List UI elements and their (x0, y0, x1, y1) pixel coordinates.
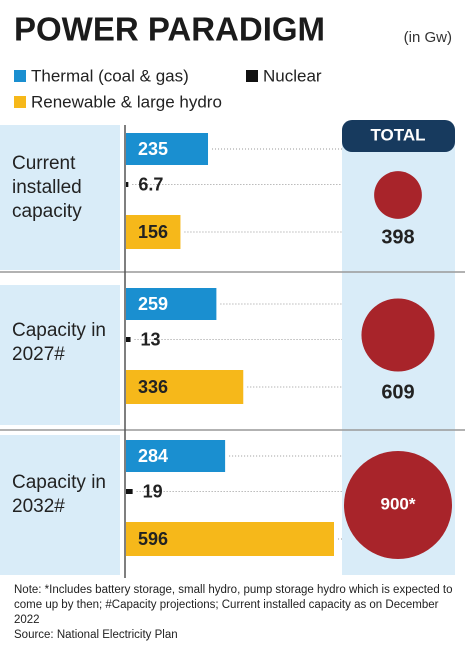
total-label: 398 (381, 226, 414, 248)
bar (126, 337, 131, 342)
legend-label: Nuclear (263, 66, 322, 85)
total-circle (361, 298, 435, 372)
data-label: 336 (138, 377, 168, 397)
data-label: 156 (138, 222, 168, 242)
legend-label: Thermal (coal & gas) (31, 66, 189, 85)
bar (126, 489, 133, 494)
legend-label: Renewable & large hydro (31, 92, 222, 111)
panel-bg (0, 125, 120, 270)
data-label: 259 (138, 294, 168, 314)
bar (126, 182, 129, 187)
bar (126, 522, 334, 556)
data-label: 6.7 (138, 174, 163, 194)
data-label: 596 (138, 529, 168, 549)
category-label: Capacity in 2032# (12, 472, 106, 517)
panel-bg (0, 285, 120, 425)
total-label: 609 (381, 381, 414, 403)
data-label: 235 (138, 139, 168, 159)
total-circle (344, 451, 452, 559)
category-label: Current installed capacity (12, 153, 82, 222)
data-label: 19 (143, 481, 163, 501)
data-label: 13 (141, 329, 161, 349)
total-label: 900* (381, 494, 416, 513)
legend-swatch (14, 70, 26, 82)
bar (126, 288, 217, 320)
panel-bg (0, 435, 120, 575)
unit: (in Gw) (404, 29, 452, 46)
data-label: 284 (138, 446, 168, 466)
note-text: Note: *Includes battery storage, small h… (14, 584, 453, 626)
total-circle (374, 171, 422, 219)
source: Source: National Electricity Plan (14, 629, 178, 641)
bar (126, 133, 209, 165)
bar (126, 370, 244, 404)
title: POWER PARADIGM (14, 11, 325, 48)
bar (126, 440, 226, 472)
note: Note: *Includes battery storage, small h… (14, 583, 454, 643)
total-header (342, 120, 455, 152)
legend-swatch (246, 70, 258, 82)
category-label: Capacity in 2027# (12, 320, 106, 365)
bar (126, 215, 181, 249)
total-header-label: TOTAL (370, 125, 425, 144)
legend-swatch (14, 96, 26, 108)
